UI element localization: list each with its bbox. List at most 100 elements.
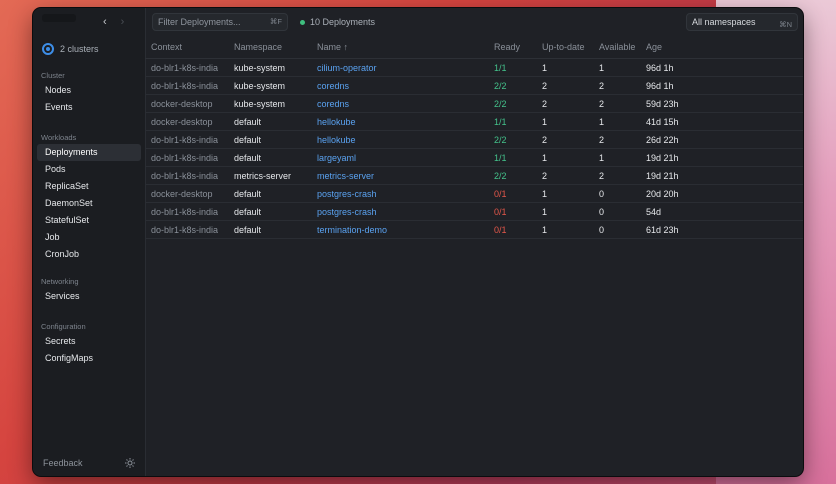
sidebar-item-configmaps[interactable]: ConfigMaps <box>45 353 94 363</box>
cell-uptodate: 2 <box>536 166 593 185</box>
cluster-logo-icon <box>42 43 54 55</box>
cluster-switcher[interactable]: 2 clusters <box>42 43 99 55</box>
table-header: Context Namespace Name ↑ Ready Up-to-date Ava… <box>145 36 803 59</box>
cell-context: do-blr1-k8s-india <box>145 148 228 167</box>
sidebar-item-daemonset[interactable]: DaemonSet <box>45 198 93 208</box>
column-header[interactable]: Name ↑ <box>311 36 488 59</box>
sidebar-item-pods[interactable]: Pods <box>45 164 66 174</box>
deployments-table: Context Namespace Name ↑ Ready Up-to-date Ava… <box>145 36 803 239</box>
cell-ready: 0/1 <box>488 220 536 239</box>
cell-uptodate: 1 <box>536 148 593 167</box>
sidebar-item-secrets[interactable]: Secrets <box>45 336 76 346</box>
forward-icon[interactable]: › <box>120 16 125 28</box>
cell-context: do-blr1-k8s-india <box>145 58 228 77</box>
sidebar-item-events[interactable]: Events <box>45 102 73 112</box>
cell-ready: 2/2 <box>488 76 536 95</box>
table-row[interactable]: docker-desktop default hellokube 1/1 1 1 41d 1… <box>145 112 803 131</box>
sidebar-item-statefulset[interactable]: StatefulSet <box>45 215 90 225</box>
table-row[interactable]: do-blr1-k8s-india default termination-demo… <box>145 220 803 239</box>
table-row[interactable]: do-blr1-k8s-india metrics-server metrics-s… <box>145 166 803 185</box>
cell-name[interactable]: hellokube <box>311 112 488 131</box>
filter-shortcut: ⌘F <box>269 17 282 26</box>
namespace-select[interactable]: All namespaces ⌘N <box>686 13 798 31</box>
app-window: ‹ › 2 clusters Cluster Nodes Events Workloa… <box>33 8 803 476</box>
table-row[interactable]: do-blr1-k8s-india kube-system cilium-opera… <box>145 58 803 77</box>
cell-name[interactable]: hellokube <box>311 130 488 149</box>
cell-age: 26d 22h <box>640 130 803 149</box>
table-row[interactable]: do-blr1-k8s-india kube-system coredns 2/2 2 2… <box>145 76 803 95</box>
table-row[interactable]: do-blr1-k8s-india default hellokube 2/2 2 2 26… <box>145 130 803 149</box>
cell-name[interactable]: coredns <box>311 76 488 95</box>
cell-namespace: default <box>228 112 311 131</box>
sidebar-item-deployments[interactable]: Deployments <box>37 144 141 161</box>
feedback-link[interactable]: Feedback <box>43 458 83 468</box>
cell-name[interactable]: postgres-crash <box>311 184 488 203</box>
table-row[interactable]: do-blr1-k8s-india default postgres-crash 0/… <box>145 202 803 221</box>
sidebar-item-replicaset[interactable]: ReplicaSet <box>45 181 89 191</box>
column-header[interactable]: Age <box>640 36 803 59</box>
cell-namespace: default <box>228 220 311 239</box>
sidebar-item-services[interactable]: Services <box>45 291 80 301</box>
cell-name[interactable]: largeyaml <box>311 148 488 167</box>
sidebar: ‹ › 2 clusters Cluster Nodes Events Workloa… <box>33 8 146 476</box>
cell-context: docker-desktop <box>145 112 228 131</box>
column-header[interactable]: Available <box>593 36 640 59</box>
cluster-label: 2 clusters <box>60 44 99 54</box>
cell-uptodate: 1 <box>536 220 593 239</box>
cell-context: docker-desktop <box>145 184 228 203</box>
cell-namespace: kube-system <box>228 94 311 113</box>
sidebar-item-cronjob[interactable]: CronJob <box>45 249 80 259</box>
cell-age: 96d 1h <box>640 58 803 77</box>
cell-uptodate: 1 <box>536 202 593 221</box>
cell-context: do-blr1-k8s-india <box>145 166 228 185</box>
table-row[interactable]: docker-desktop default postgres-crash 0/1 1 0… <box>145 184 803 203</box>
sun-icon[interactable] <box>125 458 135 468</box>
column-header[interactable]: Up-to-date <box>536 36 593 59</box>
sidebar-item-job[interactable]: Job <box>45 232 60 242</box>
cell-available: 2 <box>593 166 640 185</box>
cell-namespace: default <box>228 130 311 149</box>
deployments-count: 10 Deployments <box>300 17 375 27</box>
cell-context: do-blr1-k8s-india <box>145 130 228 149</box>
cell-name[interactable]: coredns <box>311 94 488 113</box>
cell-age: 41d 15h <box>640 112 803 131</box>
cell-name[interactable]: cilium-operator <box>311 58 488 77</box>
cell-name[interactable]: termination-demo <box>311 220 488 239</box>
cell-ready: 1/1 <box>488 148 536 167</box>
cell-name[interactable]: postgres-crash <box>311 202 488 221</box>
cell-namespace: kube-system <box>228 76 311 95</box>
cell-available: 1 <box>593 112 640 131</box>
table-row[interactable]: do-blr1-k8s-india default largeyaml 1/1 1 1 19… <box>145 148 803 167</box>
cell-age: 54d <box>640 202 803 221</box>
cell-age: 96d 1h <box>640 76 803 95</box>
namespace-select-value: All namespaces <box>692 17 756 27</box>
filter-input[interactable] <box>153 14 268 30</box>
sidebar-section-title: Networking <box>41 277 79 286</box>
column-header[interactable]: Ready <box>488 36 536 59</box>
cell-context: do-blr1-k8s-india <box>145 76 228 95</box>
sidebar-item-nodes[interactable]: Nodes <box>45 85 72 95</box>
cell-age: 20d 20h <box>640 184 803 203</box>
cell-ready: 2/2 <box>488 94 536 113</box>
filter-box: ⌘F <box>152 13 288 31</box>
column-header[interactable]: Namespace <box>228 36 311 59</box>
deployments-count-label: 10 Deployments <box>310 17 376 27</box>
cell-namespace: metrics-server <box>228 166 311 185</box>
cell-age: 61d 23h <box>640 220 803 239</box>
cell-namespace: kube-system <box>228 58 311 77</box>
back-icon[interactable]: ‹ <box>103 16 107 28</box>
table-row[interactable]: docker-desktop kube-system coredns 2/2 2 2 59d… <box>145 94 803 113</box>
sidebar-section-configuration: Configuration Secrets ConfigMaps <box>33 321 145 367</box>
cell-available: 0 <box>593 202 640 221</box>
cell-uptodate: 1 <box>536 184 593 203</box>
topbar: ⌘F 10 Deployments All namespaces ⌘N <box>145 8 803 36</box>
cell-ready: 2/2 <box>488 130 536 149</box>
cell-age: 19d 21h <box>640 148 803 167</box>
window-controls[interactable] <box>42 14 76 22</box>
column-header[interactable]: Context <box>145 36 228 59</box>
cell-context: docker-desktop <box>145 94 228 113</box>
sidebar-section-workloads: Workloads Deployments Pods ReplicaSet Daemon… <box>33 132 145 263</box>
status-dot-icon <box>300 19 305 25</box>
cell-name[interactable]: metrics-server <box>311 166 488 185</box>
cell-uptodate: 2 <box>536 130 593 149</box>
